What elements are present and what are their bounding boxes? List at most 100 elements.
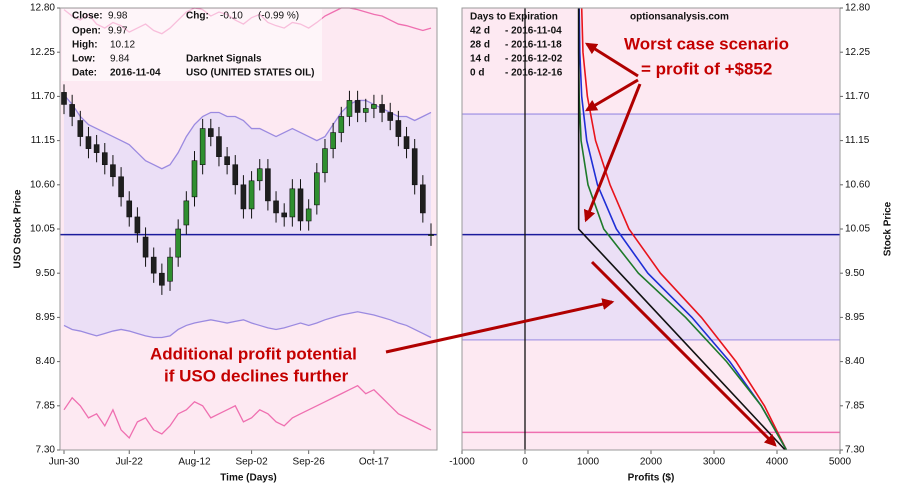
candle-body [175,228,181,258]
change-percent: (-0.99 %) [258,11,299,22]
info-value: 9.98 [108,11,128,22]
y-tick-label: 8.95 [36,312,56,323]
x-tick-label: Sep-02 [235,457,268,468]
candle-body [305,208,312,222]
change-value: -0.10 [220,11,243,22]
candle-body [110,164,116,178]
y-tick-label: 10.60 [30,179,55,190]
change-label: Chg: [186,11,209,22]
arrow [584,42,639,78]
candle-body [362,108,369,113]
arrow [584,78,639,112]
x-tick-label: Oct-17 [359,457,389,468]
band-fill [64,94,431,338]
x-tick-label: -1000 [449,457,475,468]
y-tick-label: 8.40 [845,356,865,367]
candle-body [199,128,206,166]
candle-body [142,236,149,258]
info-label: Close: [72,11,103,22]
y-tick-label: 12.25 [30,47,55,58]
annotation: Worst case scenario [624,34,789,53]
y-tick-label: 9.50 [36,268,56,279]
y-tick-label: 12.80 [845,3,870,14]
candle-body [118,176,124,198]
candle-body [126,200,133,218]
candle-body [61,92,67,105]
info-value: 10.12 [110,40,135,51]
candle-body [232,164,239,186]
y-tick-label: 8.95 [845,312,865,323]
profit-line [577,8,786,451]
candle-body [191,160,198,198]
annotation-layer: Worst case scenario = profit of +$852 Ad… [150,34,789,447]
y-tick-label: 11.15 [31,135,56,146]
y-tick-label: 9.50 [845,268,865,279]
y-tick-label: 10.05 [845,224,870,235]
x-tick-label: Jun-30 [49,457,80,468]
candle-body [216,136,222,157]
info-label: High: [72,40,98,51]
info-label: Open: [72,26,101,37]
candle-body [240,184,247,210]
source: optionsanalysis.com [630,12,729,23]
candle-body [167,256,173,282]
band-line [63,384,432,440]
candle-body [77,120,84,137]
band-line [63,311,432,339]
info-label: Date: [72,68,97,79]
candle-body [354,100,361,113]
info-label: Low: [72,54,95,65]
legend-label: 28 d [470,40,490,51]
x-tick-label: Jul-22 [116,457,144,468]
x-tick-label: Aug-12 [178,457,211,468]
y-tick-label: 10.05 [30,224,55,235]
candle-body [379,104,385,113]
candle-body [420,184,426,214]
candle-body [281,212,288,218]
y-tick-label: 12.80 [30,3,55,14]
candle-body [346,100,353,117]
arrow [583,83,642,223]
signal-name: Darknet Signals [186,54,262,65]
y-tick-label: 11.70 [31,91,56,102]
arrow [385,298,615,354]
candle-body [69,104,75,117]
candle-body [338,116,345,133]
y-tick-label: 7.30 [845,445,865,456]
x-tick-label: Sep-26 [293,457,326,468]
legend-label: 0 d [470,68,484,79]
candle-body [314,172,320,206]
legend-title: Days to Expiration [470,12,558,23]
band-line [63,94,432,170]
y-tick-label: 10.60 [845,179,870,190]
candle-body [330,132,336,149]
info-value: 9.84 [110,54,130,65]
candle-body [150,256,157,274]
candle-body [256,168,263,182]
x-tick-label: 5000 [829,457,852,468]
annotation: Additional profit potential [150,344,357,363]
x-tick-label: 1000 [577,457,600,468]
candle-body [411,148,418,186]
y-tick-label: 11.70 [845,91,870,102]
candle-body [224,156,230,166]
y-tick-label: 8.40 [36,356,56,367]
legend-label: 42 d [470,26,490,37]
candle-body [403,136,410,149]
axis-title: Time (Days) [220,473,277,484]
candle-body [289,188,296,218]
x-tick-label: 3000 [703,457,726,468]
candle-body [265,168,271,202]
info-box [62,9,322,81]
candle-body [183,200,190,226]
y-tick-label: 12.25 [845,47,870,58]
x-tick-label: 2000 [640,457,663,468]
arrow [590,260,777,447]
legend-date: - 2016-12-16 [505,68,563,79]
candle-body [371,104,377,109]
x-tick-label: 4000 [766,457,789,468]
candle-body [395,120,402,137]
candle-body [208,128,214,137]
